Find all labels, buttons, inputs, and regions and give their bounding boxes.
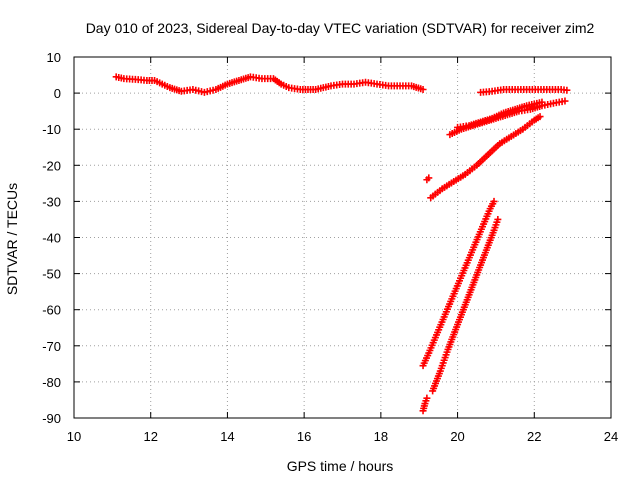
x-axis-label: GPS time / hours — [287, 458, 394, 474]
x-tick-label: 12 — [143, 429, 157, 444]
axis-ticks: 10 12 14 16 18 20 22 24 10 0 -10 -20 -30 -40 -50 -60 -70… — [42, 50, 618, 444]
data-point — [538, 98, 546, 106]
data-point — [563, 86, 571, 94]
y-tick-label: -30 — [42, 194, 61, 209]
y-tick-label: -20 — [42, 158, 61, 173]
y-tick-label: -90 — [42, 411, 61, 426]
data-point — [419, 85, 427, 93]
y-tick-label: -60 — [42, 303, 61, 318]
y-tick-label: -10 — [42, 122, 61, 137]
x-tick-label: 22 — [527, 429, 541, 444]
y-tick-label: -50 — [42, 267, 61, 282]
x-tick-label: 20 — [450, 429, 464, 444]
y-axis-label: SDTVAR / TECUs — [4, 183, 20, 295]
data-point — [425, 174, 433, 182]
x-tick-label: 18 — [374, 429, 388, 444]
y-tick-label: 10 — [47, 50, 61, 65]
y-tick-label: 0 — [54, 86, 61, 101]
data-point — [494, 215, 502, 223]
x-tick-label: 10 — [67, 429, 81, 444]
data-point — [561, 97, 569, 105]
x-tick-label: 16 — [297, 429, 311, 444]
y-tick-label: -40 — [42, 231, 61, 246]
data-points — [112, 73, 571, 415]
data-point — [536, 113, 544, 121]
y-tick-label: -80 — [42, 375, 61, 390]
y-tick-label: -70 — [42, 339, 61, 354]
x-tick-label: 24 — [604, 429, 618, 444]
chart-title: Day 010 of 2023, Sidereal Day-to-day VTE… — [86, 20, 595, 36]
data-point — [490, 197, 498, 205]
data-point — [423, 394, 431, 402]
x-tick-label: 14 — [220, 429, 234, 444]
